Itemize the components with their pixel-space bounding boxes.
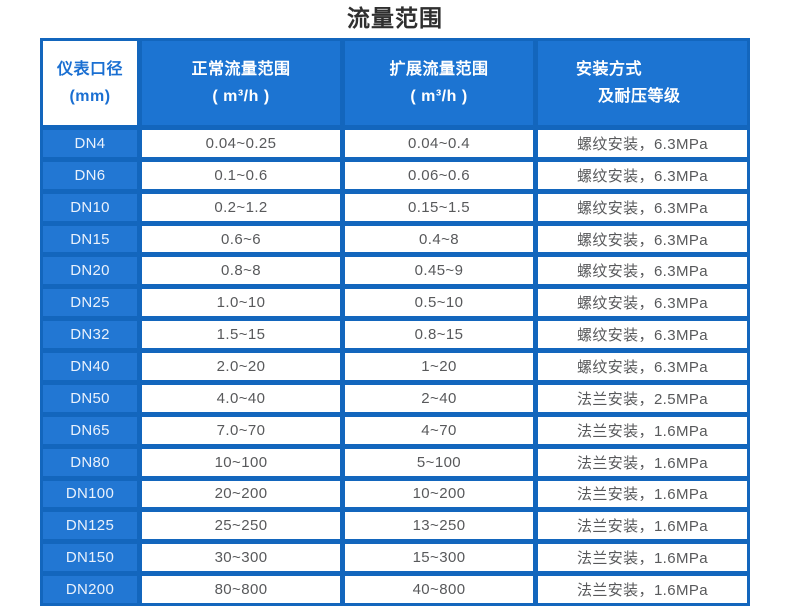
installation-cell: 螺纹安装，6.3MPa <box>538 321 747 349</box>
normal-range-cell: 0.04~0.25 <box>142 130 340 157</box>
installation-cell: 法兰安装，1.6MPa <box>538 544 747 572</box>
page-title: 流量范围 <box>347 5 443 31</box>
extended-range-cell: 1~20 <box>345 353 533 380</box>
normal-range-cell: 0.1~0.6 <box>142 161 340 189</box>
header-extended-flow-range-line1: 扩展流量范围 <box>389 60 489 78</box>
extended-range-cell: 15~300 <box>345 544 533 572</box>
normal-range-cell: 4.0~40 <box>142 384 340 412</box>
installation-cell: 法兰安装，2.5MPa <box>538 384 747 412</box>
installation-cell: 螺纹安装，6.3MPa <box>538 289 747 317</box>
meter-size-cell: DN100 <box>43 480 137 508</box>
normal-range-cell: 30~300 <box>142 544 340 572</box>
installation-cell: 螺纹安装，6.3MPa <box>538 130 747 157</box>
header-meter-diameter: 仪表口径 (mm) <box>43 41 137 125</box>
installation-cell: 法兰安装，1.6MPa <box>538 480 747 508</box>
extended-range-cell: 2~40 <box>345 384 533 412</box>
installation-cell: 螺纹安装，6.3MPa <box>538 161 747 189</box>
installation-cell: 螺纹安装，6.3MPa <box>538 193 747 221</box>
extended-range-cell: 0.4~8 <box>345 225 533 253</box>
header-normal-flow-range-line2: ( m³/h ) <box>212 88 270 105</box>
normal-range-cell: 20~200 <box>142 480 340 508</box>
normal-range-cell: 2.0~20 <box>142 353 340 380</box>
extended-range-cell: 5~100 <box>345 448 533 476</box>
extended-range-cell: 0.8~15 <box>345 321 533 349</box>
header-extended-flow-range: 扩展流量范围 ( m³/h ) <box>345 41 533 125</box>
meter-size-cell: DN65 <box>43 416 137 444</box>
normal-range-cell: 7.0~70 <box>142 416 340 444</box>
normal-range-cell: 25~250 <box>142 512 340 540</box>
extended-range-cell: 0.06~0.6 <box>345 161 533 189</box>
meter-size-cell: DN32 <box>43 321 137 349</box>
normal-range-cell: 1.0~10 <box>142 289 340 317</box>
meter-size-cell: DN6 <box>43 161 137 189</box>
meter-size-cell: DN150 <box>43 544 137 572</box>
header-installation-line1: 安装方式 <box>576 60 643 78</box>
header-normal-flow-range: 正常流量范围 ( m³/h ) <box>142 41 340 125</box>
normal-range-cell: 80~800 <box>142 576 340 603</box>
header-extended-flow-range-line2: ( m³/h ) <box>410 88 468 105</box>
header-meter-diameter-line1: 仪表口径 <box>56 60 123 78</box>
extended-range-cell: 0.04~0.4 <box>345 130 533 157</box>
header-installation-pressure: 安装方式 及耐压等级 <box>538 41 747 125</box>
extended-range-cell: 40~800 <box>345 576 533 603</box>
extended-range-cell: 0.5~10 <box>345 289 533 317</box>
normal-range-cell: 0.2~1.2 <box>142 193 340 221</box>
meter-size-cell: DN15 <box>43 225 137 253</box>
extended-range-cell: 10~200 <box>345 480 533 508</box>
meter-size-cell: DN4 <box>43 130 137 157</box>
installation-cell: 螺纹安装，6.3MPa <box>538 225 747 253</box>
installation-cell: 法兰安装，1.6MPa <box>538 512 747 540</box>
header-meter-diameter-line2: (mm) <box>69 88 111 105</box>
flow-range-table: 仪表口径 (mm) 正常流量范围 ( m³/h ) 扩展流量范围 ( m³/h … <box>40 38 750 606</box>
meter-size-cell: DN10 <box>43 193 137 221</box>
meter-size-cell: DN40 <box>43 353 137 380</box>
meter-size-cell: DN50 <box>43 384 137 412</box>
installation-cell: 法兰安装，1.6MPa <box>538 416 747 444</box>
meter-size-cell: DN25 <box>43 289 137 317</box>
normal-range-cell: 0.6~6 <box>142 225 340 253</box>
meter-size-cell: DN125 <box>43 512 137 540</box>
header-installation-line2: 及耐压等级 <box>598 88 681 105</box>
extended-range-cell: 0.45~9 <box>345 257 533 285</box>
header-normal-flow-range-line1: 正常流量范围 <box>191 60 291 78</box>
installation-cell: 螺纹安装，6.3MPa <box>538 353 747 380</box>
normal-range-cell: 1.5~15 <box>142 321 340 349</box>
meter-size-cell: DN80 <box>43 448 137 476</box>
meter-size-cell: DN200 <box>43 576 137 603</box>
extended-range-cell: 0.15~1.5 <box>345 193 533 221</box>
normal-range-cell: 0.8~8 <box>142 257 340 285</box>
meter-size-cell: DN20 <box>43 257 137 285</box>
normal-range-cell: 10~100 <box>142 448 340 476</box>
extended-range-cell: 4~70 <box>345 416 533 444</box>
installation-cell: 法兰安装，1.6MPa <box>538 448 747 476</box>
installation-cell: 螺纹安装，6.3MPa <box>538 257 747 285</box>
extended-range-cell: 13~250 <box>345 512 533 540</box>
installation-cell: 法兰安装，1.6MPa <box>538 576 747 603</box>
